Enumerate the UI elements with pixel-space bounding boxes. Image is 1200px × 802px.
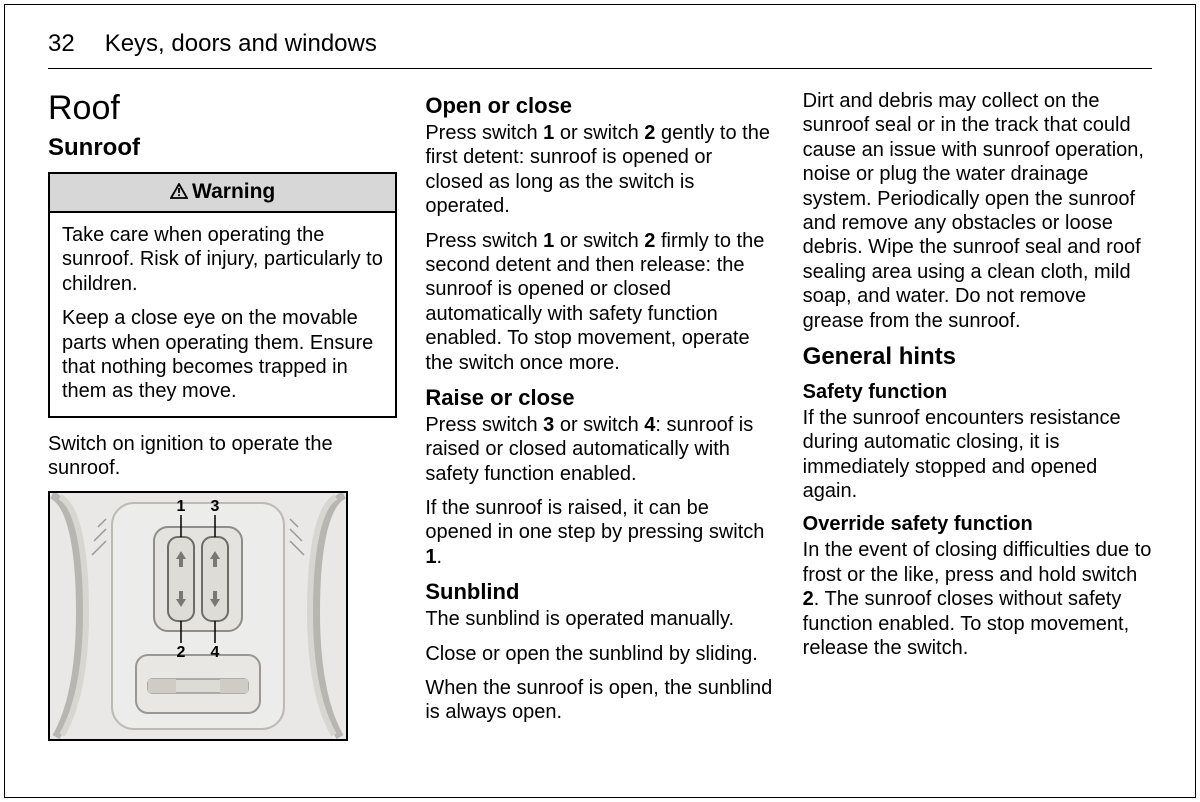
heading-raise-close: Raise or close: [425, 385, 774, 411]
diagram-label-2: 2: [177, 644, 186, 661]
body-text: If the sunroof encounters resistance dur…: [803, 406, 1152, 504]
page: 32 Keys, doors and windows Roof Sunroof …: [0, 0, 1200, 802]
warning-body: Take care when operating the sunroof. Ri…: [50, 213, 395, 416]
column-1: Roof Sunroof Warning Take care when oper…: [48, 89, 397, 741]
diagram-label-1: 1: [177, 498, 186, 515]
chapter-title: Keys, doors and windows: [105, 30, 377, 58]
warning-label: Warning: [192, 180, 275, 203]
diagram-label-4: 4: [211, 644, 220, 661]
switch-ref-2: 2: [644, 122, 655, 144]
body-text: Switch on ignition to operate the sunroo…: [48, 432, 397, 481]
warning-text-2: Keep a close eye on the movable parts wh…: [62, 306, 383, 404]
body-text: When the sunroof is open, the sunblind i…: [425, 676, 774, 725]
column-2: Open or close Press switch 1 or switch 2…: [425, 89, 774, 741]
column-3: Dirt and debris may collect on the sunro…: [803, 89, 1152, 741]
switch-ref-1: 1: [425, 546, 436, 568]
body-text: The sunblind is operated manually.: [425, 607, 774, 631]
heading-open-close: Open or close: [425, 93, 774, 119]
body-text: If the sunroof is raised, it can be open…: [425, 496, 774, 569]
content-columns: Roof Sunroof Warning Take care when oper…: [48, 89, 1152, 741]
switch-ref-4: 4: [644, 414, 655, 436]
page-header: 32 Keys, doors and windows: [48, 30, 1152, 69]
subsection-heading-sunroof: Sunroof: [48, 134, 397, 162]
body-text: In the event of closing difficulties due…: [803, 538, 1152, 660]
switch-ref-1: 1: [543, 230, 554, 252]
switch-ref-2: 2: [644, 230, 655, 252]
warning-icon: [170, 181, 188, 205]
warning-box: Warning Take care when operating the sun…: [48, 172, 397, 418]
heading-general-hints: General hints: [803, 343, 1152, 371]
body-text: Press switch 1 or switch 2 gently to the…: [425, 121, 774, 219]
heading-sunblind: Sunblind: [425, 579, 774, 605]
diagram-label-3: 3: [211, 498, 220, 515]
body-text: Press switch 3 or switch 4: sunroof is r…: [425, 413, 774, 486]
section-heading-roof: Roof: [48, 89, 397, 128]
body-text: Close or open the sunblind by sliding.: [425, 642, 774, 666]
body-text: Dirt and debris may collect on the sunro…: [803, 89, 1152, 333]
switch-ref-1: 1: [543, 122, 554, 144]
heading-safety-function: Safety function: [803, 381, 1152, 404]
switch-ref-3: 3: [543, 414, 554, 436]
sunroof-switch-diagram: 1 3 2 4: [48, 491, 348, 741]
switch-ref-2: 2: [803, 588, 814, 610]
warning-text-1: Take care when operating the sunroof. Ri…: [62, 223, 383, 296]
heading-override-safety: Override safety function: [803, 513, 1152, 536]
page-number: 32: [48, 30, 75, 58]
warning-title: Warning: [50, 174, 395, 213]
body-text: Press switch 1 or switch 2 firmly to the…: [425, 229, 774, 375]
